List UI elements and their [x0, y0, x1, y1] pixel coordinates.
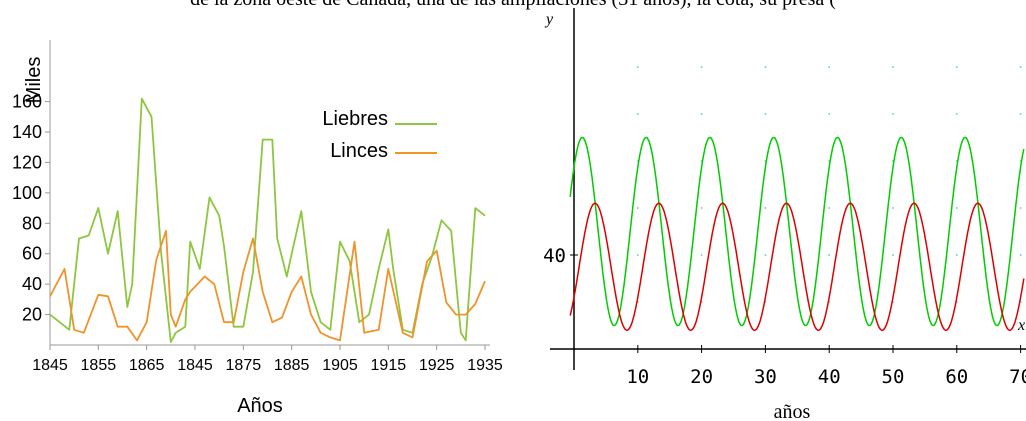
left-series-line-liebres: [49, 97, 486, 343]
right-x-tick-label: 70: [1009, 366, 1026, 388]
left-y-tick-label: 80: [22, 213, 42, 233]
right-grid-dot: [700, 301, 703, 303]
right-y-axis-label: y: [544, 11, 554, 28]
right-grid-dot: [764, 113, 767, 115]
right-grid-dot: [828, 160, 830, 162]
left-y-axis-label: Miles: [23, 57, 45, 104]
left-x-tick-label: 1915: [371, 357, 407, 374]
right-grid-dot: [956, 207, 958, 209]
right-grid-dot: [892, 254, 894, 256]
right-grid-dot: [956, 66, 958, 68]
right-y-tick-label: 40: [543, 245, 566, 267]
right-grid-dot: [956, 301, 958, 303]
right-grid-dot: [956, 254, 958, 256]
left-x-tick-label: 1905: [322, 357, 358, 374]
right-x-axis-label-corner: x: [1017, 317, 1025, 334]
right-x-tick-label: 50: [882, 366, 905, 388]
right-grid-dot: [892, 160, 894, 162]
legend-label-liebres: Liebres: [322, 108, 388, 130]
left-y-tick-label: 20: [22, 305, 42, 325]
right-series-line-red: [569, 202, 1025, 331]
left-y-tick-label: 60: [22, 244, 42, 264]
right-grid-dot: [637, 254, 639, 256]
right-chart: y x 10 20 30 40 50 60 70 40 años: [543, 8, 1026, 421]
right-series: [569, 136, 1025, 331]
right-x-tick-label: 10: [626, 366, 649, 388]
right-grid-dot: [828, 301, 830, 303]
right-y-ticks: 40: [543, 245, 578, 267]
left-y-tick-label: 100: [12, 183, 42, 203]
right-grid-dot: [637, 113, 639, 115]
right-x-tick-label: 60: [945, 366, 968, 388]
right-grid-dot: [1019, 113, 1022, 115]
left-x-tick-label: 1845: [32, 357, 68, 374]
right-grid-dot: [828, 254, 830, 256]
legend-label-linces: Linces: [330, 140, 388, 162]
right-grid-dot: [956, 160, 958, 162]
right-grid-dot: [1019, 254, 1022, 256]
right-grid-dot: [956, 113, 958, 115]
left-x-tick-label: 1845: [177, 357, 213, 374]
right-grid-dot: [892, 207, 894, 209]
left-x-tick-label: 1925: [419, 357, 455, 374]
right-grid-dot: [892, 301, 894, 303]
left-x-tick-label: 1885: [274, 357, 310, 374]
right-grid-dot: [700, 254, 703, 256]
right-grid-dot: [892, 66, 894, 68]
right-grid-dot: [1019, 301, 1022, 303]
left-x-ticks: 1845 1855 1865 1845 1875 1885 1905 1915 1925 1935: [32, 345, 503, 374]
right-grid-dot: [1019, 160, 1022, 162]
left-x-tick-label: 1865: [129, 357, 165, 374]
left-series: [49, 97, 486, 343]
right-grid-dot: [764, 254, 767, 256]
left-y-ticks: 20 40 60 80 100 120 140 160: [12, 92, 50, 325]
right-grid-dot: [764, 160, 767, 162]
right-grid-dot: [828, 207, 830, 209]
right-x-tick-label: 20: [690, 366, 713, 388]
right-grid-dot: [1019, 207, 1022, 209]
right-grid-dot: [764, 66, 767, 68]
right-grid-dot: [700, 113, 703, 115]
right-x-tick-label: 40: [818, 366, 841, 388]
right-grid-dot: [700, 160, 703, 162]
left-x-tick-label: 1875: [226, 357, 262, 374]
left-x-tick-label: 1855: [81, 357, 117, 374]
right-grid-dot: [700, 66, 703, 68]
right-grid-dot: [764, 207, 767, 209]
top-caption-text: de la zona oeste de Canadá, una de las a…: [0, 0, 1026, 14]
right-grid-dot: [637, 66, 639, 68]
right-x-axis-label: años: [774, 401, 811, 421]
right-x-ticks: 10 20 30 40 50 60 70: [626, 345, 1026, 388]
left-y-tick-label: 140: [12, 122, 42, 142]
right-grid-dot: [764, 301, 767, 303]
right-grid-dot: [637, 160, 639, 162]
left-x-axis-label: Años: [237, 395, 283, 417]
left-y-tick-label: 160: [12, 92, 42, 112]
right-grid-dot: [637, 301, 639, 303]
left-y-tick-label: 40: [22, 274, 42, 294]
right-grid-dot: [1019, 66, 1022, 68]
right-grid-dot: [892, 113, 894, 115]
right-series-line-green: [569, 136, 1025, 327]
right-grid-dot: [828, 113, 830, 115]
right-grid-dot: [637, 207, 639, 209]
right-grid-dot: [700, 207, 703, 209]
left-series-line-linces: [49, 229, 486, 342]
right-grid: [637, 66, 1022, 303]
left-legend: Liebres Linces: [322, 108, 437, 162]
left-x-tick-label: 1935: [467, 357, 503, 374]
right-grid-dot: [828, 66, 830, 68]
right-x-tick-label: 30: [754, 366, 777, 388]
left-y-tick-label: 120: [12, 152, 42, 172]
